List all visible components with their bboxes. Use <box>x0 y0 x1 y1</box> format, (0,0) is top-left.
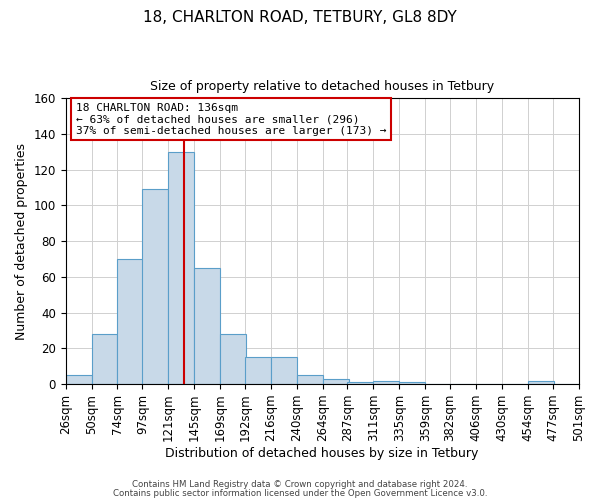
Bar <box>142 190 168 384</box>
Text: 18 CHARLTON ROAD: 136sqm
← 63% of detached houses are smaller (296)
37% of semi-: 18 CHARLTON ROAD: 136sqm ← 63% of detach… <box>76 102 386 136</box>
Bar <box>220 334 246 384</box>
Bar <box>118 259 143 384</box>
Bar <box>65 375 92 384</box>
Bar <box>245 358 271 384</box>
Bar <box>168 152 194 384</box>
Bar <box>373 380 399 384</box>
Bar <box>399 382 425 384</box>
Text: Contains HM Land Registry data © Crown copyright and database right 2024.: Contains HM Land Registry data © Crown c… <box>132 480 468 489</box>
Text: 18, CHARLTON ROAD, TETBURY, GL8 8DY: 18, CHARLTON ROAD, TETBURY, GL8 8DY <box>143 10 457 25</box>
Bar <box>347 382 373 384</box>
Bar <box>92 334 118 384</box>
Bar <box>194 268 220 384</box>
Text: Contains public sector information licensed under the Open Government Licence v3: Contains public sector information licen… <box>113 490 487 498</box>
Y-axis label: Number of detached properties: Number of detached properties <box>15 142 28 340</box>
Bar <box>323 378 349 384</box>
Bar <box>271 358 297 384</box>
Bar <box>528 380 554 384</box>
Title: Size of property relative to detached houses in Tetbury: Size of property relative to detached ho… <box>150 80 494 93</box>
X-axis label: Distribution of detached houses by size in Tetbury: Distribution of detached houses by size … <box>166 447 479 460</box>
Bar <box>297 375 323 384</box>
